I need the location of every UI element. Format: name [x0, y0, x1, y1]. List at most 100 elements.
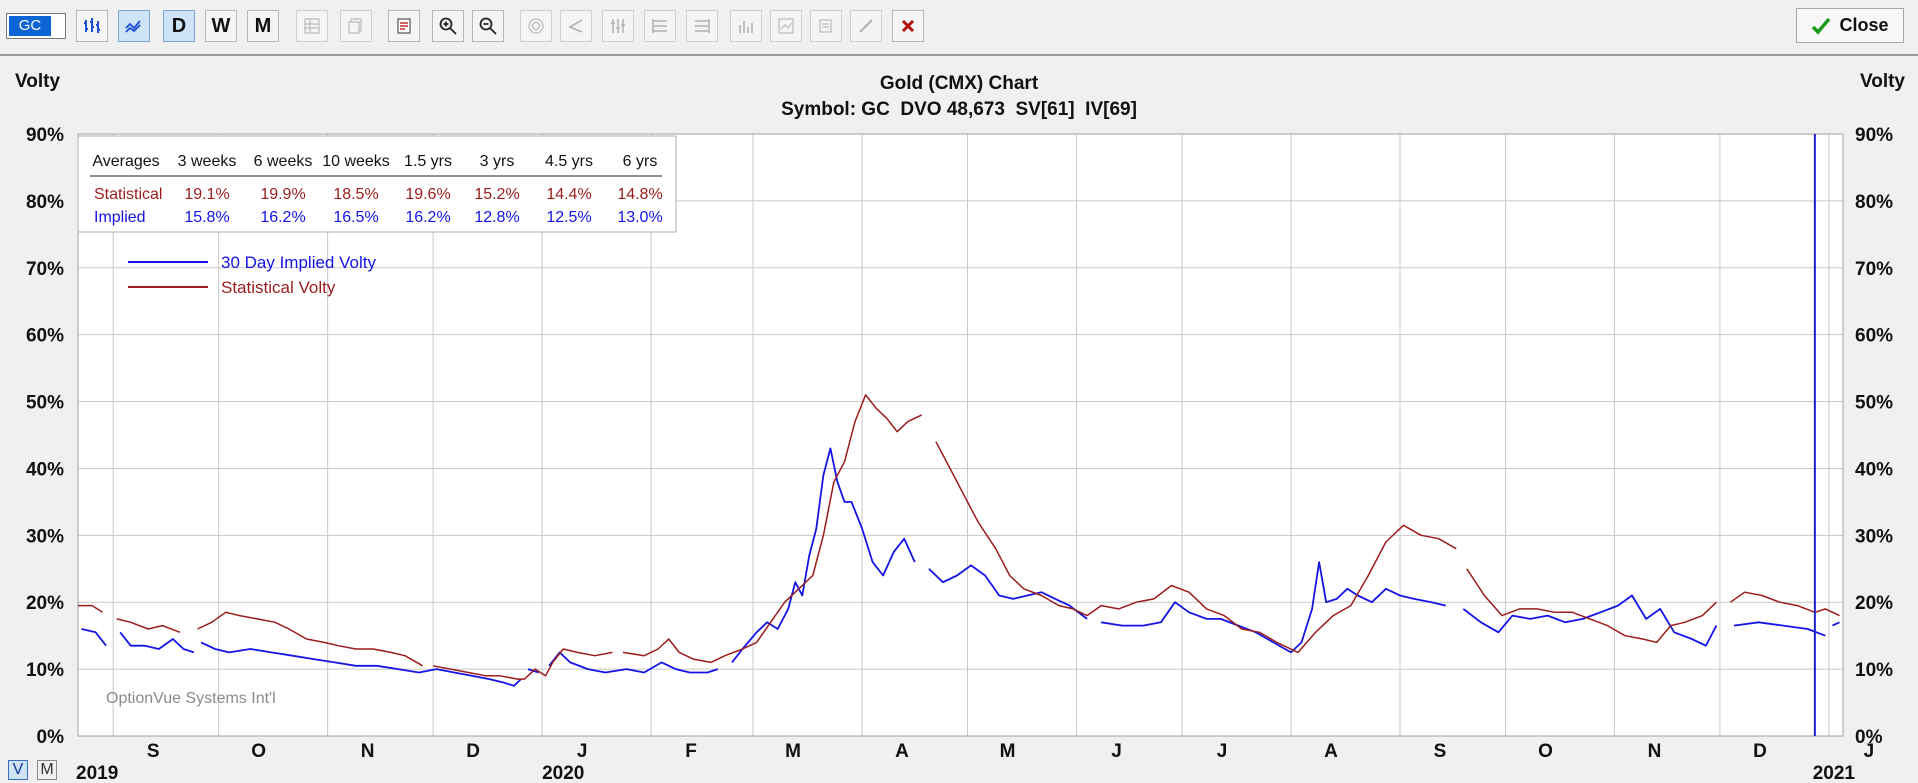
averages-value-cell: 16.5% [333, 209, 378, 226]
y-tick-label-left: 0% [37, 727, 65, 748]
volume-icon[interactable] [730, 10, 762, 42]
table-icon[interactable] [296, 10, 328, 42]
period-weekly-button[interactable]: W [205, 10, 237, 42]
bar-chart-icon[interactable] [76, 10, 108, 42]
series-segment [1462, 594, 1718, 647]
close-button-label: Close [1839, 15, 1889, 35]
x-tick-label: D [466, 741, 480, 762]
series-segment [116, 618, 181, 634]
y-axis-label-right: Volty [1860, 71, 1905, 92]
chart-subtitle: Symbol: GC DVO 48,673 SV[61] IV[69] [781, 99, 1137, 120]
x-tick-label: O [1538, 741, 1553, 762]
averages-header-cell: 10 weeks [322, 153, 390, 170]
chart-area: Volty Volty Gold (CMX) Chart Symbol: GC … [0, 56, 1918, 783]
y-tick-label-right: 30% [1855, 526, 1893, 547]
series-segment [1730, 591, 1840, 617]
series-segment [200, 641, 522, 687]
print-preview-icon[interactable] [388, 10, 420, 42]
x-year-label: 2019 [76, 763, 118, 783]
x-year-label: 2020 [542, 763, 584, 783]
series-segment [1832, 621, 1840, 627]
averages-value-cell: 15.8% [184, 209, 229, 226]
line-chart-icon[interactable] [118, 10, 150, 42]
series-segment [731, 447, 916, 663]
averages-value-cell: 19.1% [184, 186, 229, 203]
averages-value-cell: 14.4% [546, 186, 591, 203]
view-tab-m[interactable]: M [37, 760, 57, 780]
legend-statistical-label: Statistical Volty [221, 278, 336, 297]
y-axis-label-left: Volty [15, 71, 60, 92]
chart-title: Gold (CMX) Chart [880, 73, 1039, 94]
y-tick-label-left: 10% [26, 660, 64, 681]
x-tick-label: N [1648, 741, 1662, 762]
averages-table: Averages 3 weeks 6 weeks 10 weeks 1.5 yrs 3 y… [77, 135, 677, 233]
zoom-out-icon[interactable] [472, 10, 504, 42]
series-segment [1733, 621, 1826, 637]
series-segment [1100, 561, 1446, 654]
zoom-in-icon[interactable] [432, 10, 464, 42]
grid-lines-alt-icon[interactable] [686, 10, 718, 42]
y-tick-label-right: 10% [1855, 660, 1893, 681]
draw-line-icon[interactable] [850, 10, 882, 42]
x-tick-label: M [1000, 741, 1016, 762]
averages-row-label: Implied [94, 209, 146, 226]
grid-lines-icon[interactable] [644, 10, 676, 42]
sliders-icon[interactable] [602, 10, 634, 42]
series-segment [622, 394, 923, 664]
y-tick-label-right: 0% [1855, 727, 1883, 748]
series-segment [1466, 568, 1717, 644]
averages-row-label: Statistical [94, 186, 162, 203]
toolbar: GC D W M [0, 0, 1918, 56]
x-year-label: 2021 [1813, 763, 1856, 783]
x-tick-label: J [577, 741, 588, 762]
averages-header-cell: 3 yrs [480, 153, 515, 170]
symbol-input-value: GC [9, 16, 51, 36]
watermark: OptionVue Systems Int'l [106, 690, 276, 707]
y-tick-label-left: 90% [26, 125, 64, 146]
x-tick-label: J [1864, 741, 1875, 762]
period-daily-button[interactable]: D [163, 10, 195, 42]
symbol-input[interactable]: GC [6, 13, 66, 39]
delete-icon[interactable] [892, 10, 924, 42]
view-tab-v[interactable]: V [8, 760, 28, 780]
averages-value-cell: 14.8% [617, 186, 662, 203]
target-icon[interactable] [520, 10, 552, 42]
averages-value-cell: 12.8% [474, 209, 519, 226]
series-segment [119, 631, 195, 654]
averages-header-cell: 1.5 yrs [404, 153, 452, 170]
averages-header-cell: Averages [92, 153, 159, 170]
series-statistical-volty [78, 394, 1840, 680]
period-monthly-button[interactable]: M [247, 10, 279, 42]
series-segment [78, 604, 104, 613]
averages-header-cell: 4.5 yrs [545, 153, 593, 170]
x-tick-label: S [147, 741, 160, 762]
volatility-chart: Volty Volty Gold (CMX) Chart Symbol: GC … [15, 71, 1905, 783]
x-tick-label: D [1753, 741, 1767, 762]
legend: 30 Day Implied Volty Statistical Volty [128, 253, 376, 297]
y-tick-label-right: 50% [1855, 393, 1893, 414]
indicator-icon[interactable] [770, 10, 802, 42]
series-segment [548, 651, 719, 674]
x-tick-label: M [785, 741, 801, 762]
angle-icon[interactable] [560, 10, 592, 42]
copy-icon[interactable] [340, 10, 372, 42]
averages-value-cell: 19.6% [405, 186, 450, 203]
y-tick-label-right: 70% [1855, 259, 1893, 280]
y-tick-label-right: 40% [1855, 459, 1893, 480]
averages-value-cell: 13.0% [617, 209, 662, 226]
close-button[interactable]: Close [1796, 8, 1904, 43]
y-tick-label-left: 80% [26, 192, 64, 213]
averages-value-cell: 12.5% [546, 209, 591, 226]
averages-value-cell: 18.5% [333, 186, 378, 203]
x-tick-label: A [1324, 741, 1338, 762]
x-tick-label: J [1111, 741, 1122, 762]
series-segment [935, 441, 1457, 654]
series-segment [928, 564, 1088, 620]
averages-header-cell: 6 yrs [623, 153, 658, 170]
x-tick-label: A [895, 741, 909, 762]
notes-icon[interactable] [810, 10, 842, 42]
series-segment [197, 611, 423, 667]
series-segment [432, 648, 613, 680]
checkmark-icon [1812, 17, 1831, 35]
averages-value-cell: 16.2% [405, 209, 450, 226]
